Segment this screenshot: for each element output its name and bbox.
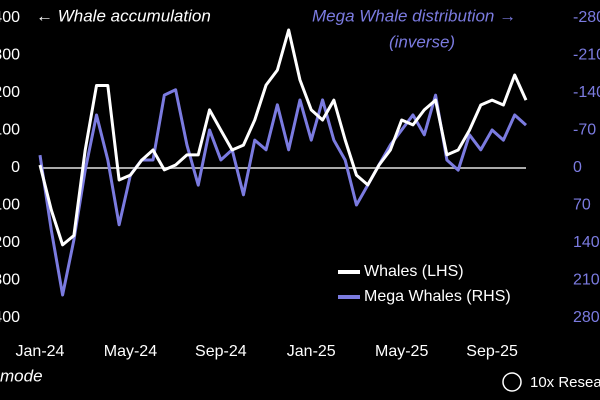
annotation: ← Whale accumulation (36, 6, 211, 25)
y2-tick-label: -210 (573, 47, 600, 64)
y-tick-label: 300 (0, 47, 20, 64)
legend-label: Mega Whales (RHS) (364, 288, 511, 305)
x-tick-label: Sep-24 (195, 343, 247, 360)
footer: mode (0, 366, 43, 385)
series-line (38, 28, 528, 247)
logo-icon (502, 372, 522, 392)
x-tick-label: Jan-25 (287, 343, 336, 360)
annotation: (inverse) (389, 32, 455, 51)
y2-tick-label: 140 (573, 234, 600, 251)
x-tick-label: Jan-24 (16, 343, 65, 360)
y-tick-label: 200 (0, 84, 20, 101)
logo: 10x Research (530, 374, 600, 391)
x-tick-label: May-25 (375, 343, 428, 360)
x-tick-label: Sep-25 (466, 343, 518, 360)
y-tick-label: -300 (0, 272, 20, 289)
y-tick-label: 400 (0, 9, 20, 26)
legend-label: Whales (LHS) (364, 263, 464, 280)
y-tick-label: -400 (0, 309, 20, 326)
y2-tick-label: -280 (573, 9, 600, 26)
y-tick-label: -100 (0, 197, 20, 214)
y-tick-label: 100 (0, 122, 20, 139)
y2-tick-label: -70 (573, 122, 596, 139)
y2-tick-label: 210 (573, 272, 600, 289)
y-tick-label: 0 (11, 159, 20, 176)
x-tick-label: May-24 (104, 343, 157, 360)
y2-tick-label: 280 (573, 309, 600, 326)
y2-tick-label: -140 (573, 84, 600, 101)
y-tick-label: -200 (0, 234, 20, 251)
y2-tick-label: 0 (573, 159, 582, 176)
annotation: Mega Whale distribution → (312, 6, 516, 25)
y2-tick-label: 70 (573, 197, 591, 214)
